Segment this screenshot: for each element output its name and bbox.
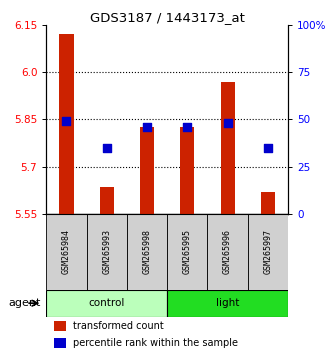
Text: GSM265997: GSM265997 — [263, 229, 272, 274]
Bar — [87, 214, 127, 290]
Bar — [127, 214, 167, 290]
Point — [225, 120, 230, 126]
Bar — [46, 214, 87, 290]
Text: control: control — [89, 298, 125, 308]
Bar — [46, 290, 167, 317]
Bar — [167, 290, 288, 317]
Bar — [54, 338, 66, 348]
Bar — [140, 127, 154, 214]
Text: light: light — [216, 298, 239, 308]
Text: GSM265984: GSM265984 — [62, 229, 71, 274]
Bar — [60, 34, 73, 214]
Text: GSM265996: GSM265996 — [223, 229, 232, 274]
Text: agent: agent — [8, 298, 40, 308]
Text: transformed count: transformed count — [73, 321, 164, 331]
Bar — [208, 214, 248, 290]
Bar — [248, 214, 288, 290]
Text: percentile rank within the sample: percentile rank within the sample — [73, 338, 238, 348]
Bar — [167, 214, 208, 290]
Point — [104, 145, 109, 150]
Bar — [180, 127, 194, 214]
Point — [265, 145, 270, 150]
Text: GSM265995: GSM265995 — [183, 229, 192, 274]
Bar — [100, 187, 114, 214]
Bar — [220, 81, 235, 214]
Text: GSM265998: GSM265998 — [143, 229, 152, 274]
Bar — [261, 192, 275, 214]
Text: GSM265993: GSM265993 — [102, 229, 111, 274]
Point — [144, 124, 150, 130]
Bar — [54, 321, 66, 331]
Point — [185, 124, 190, 130]
Title: GDS3187 / 1443173_at: GDS3187 / 1443173_at — [90, 11, 245, 24]
Point — [64, 118, 69, 124]
